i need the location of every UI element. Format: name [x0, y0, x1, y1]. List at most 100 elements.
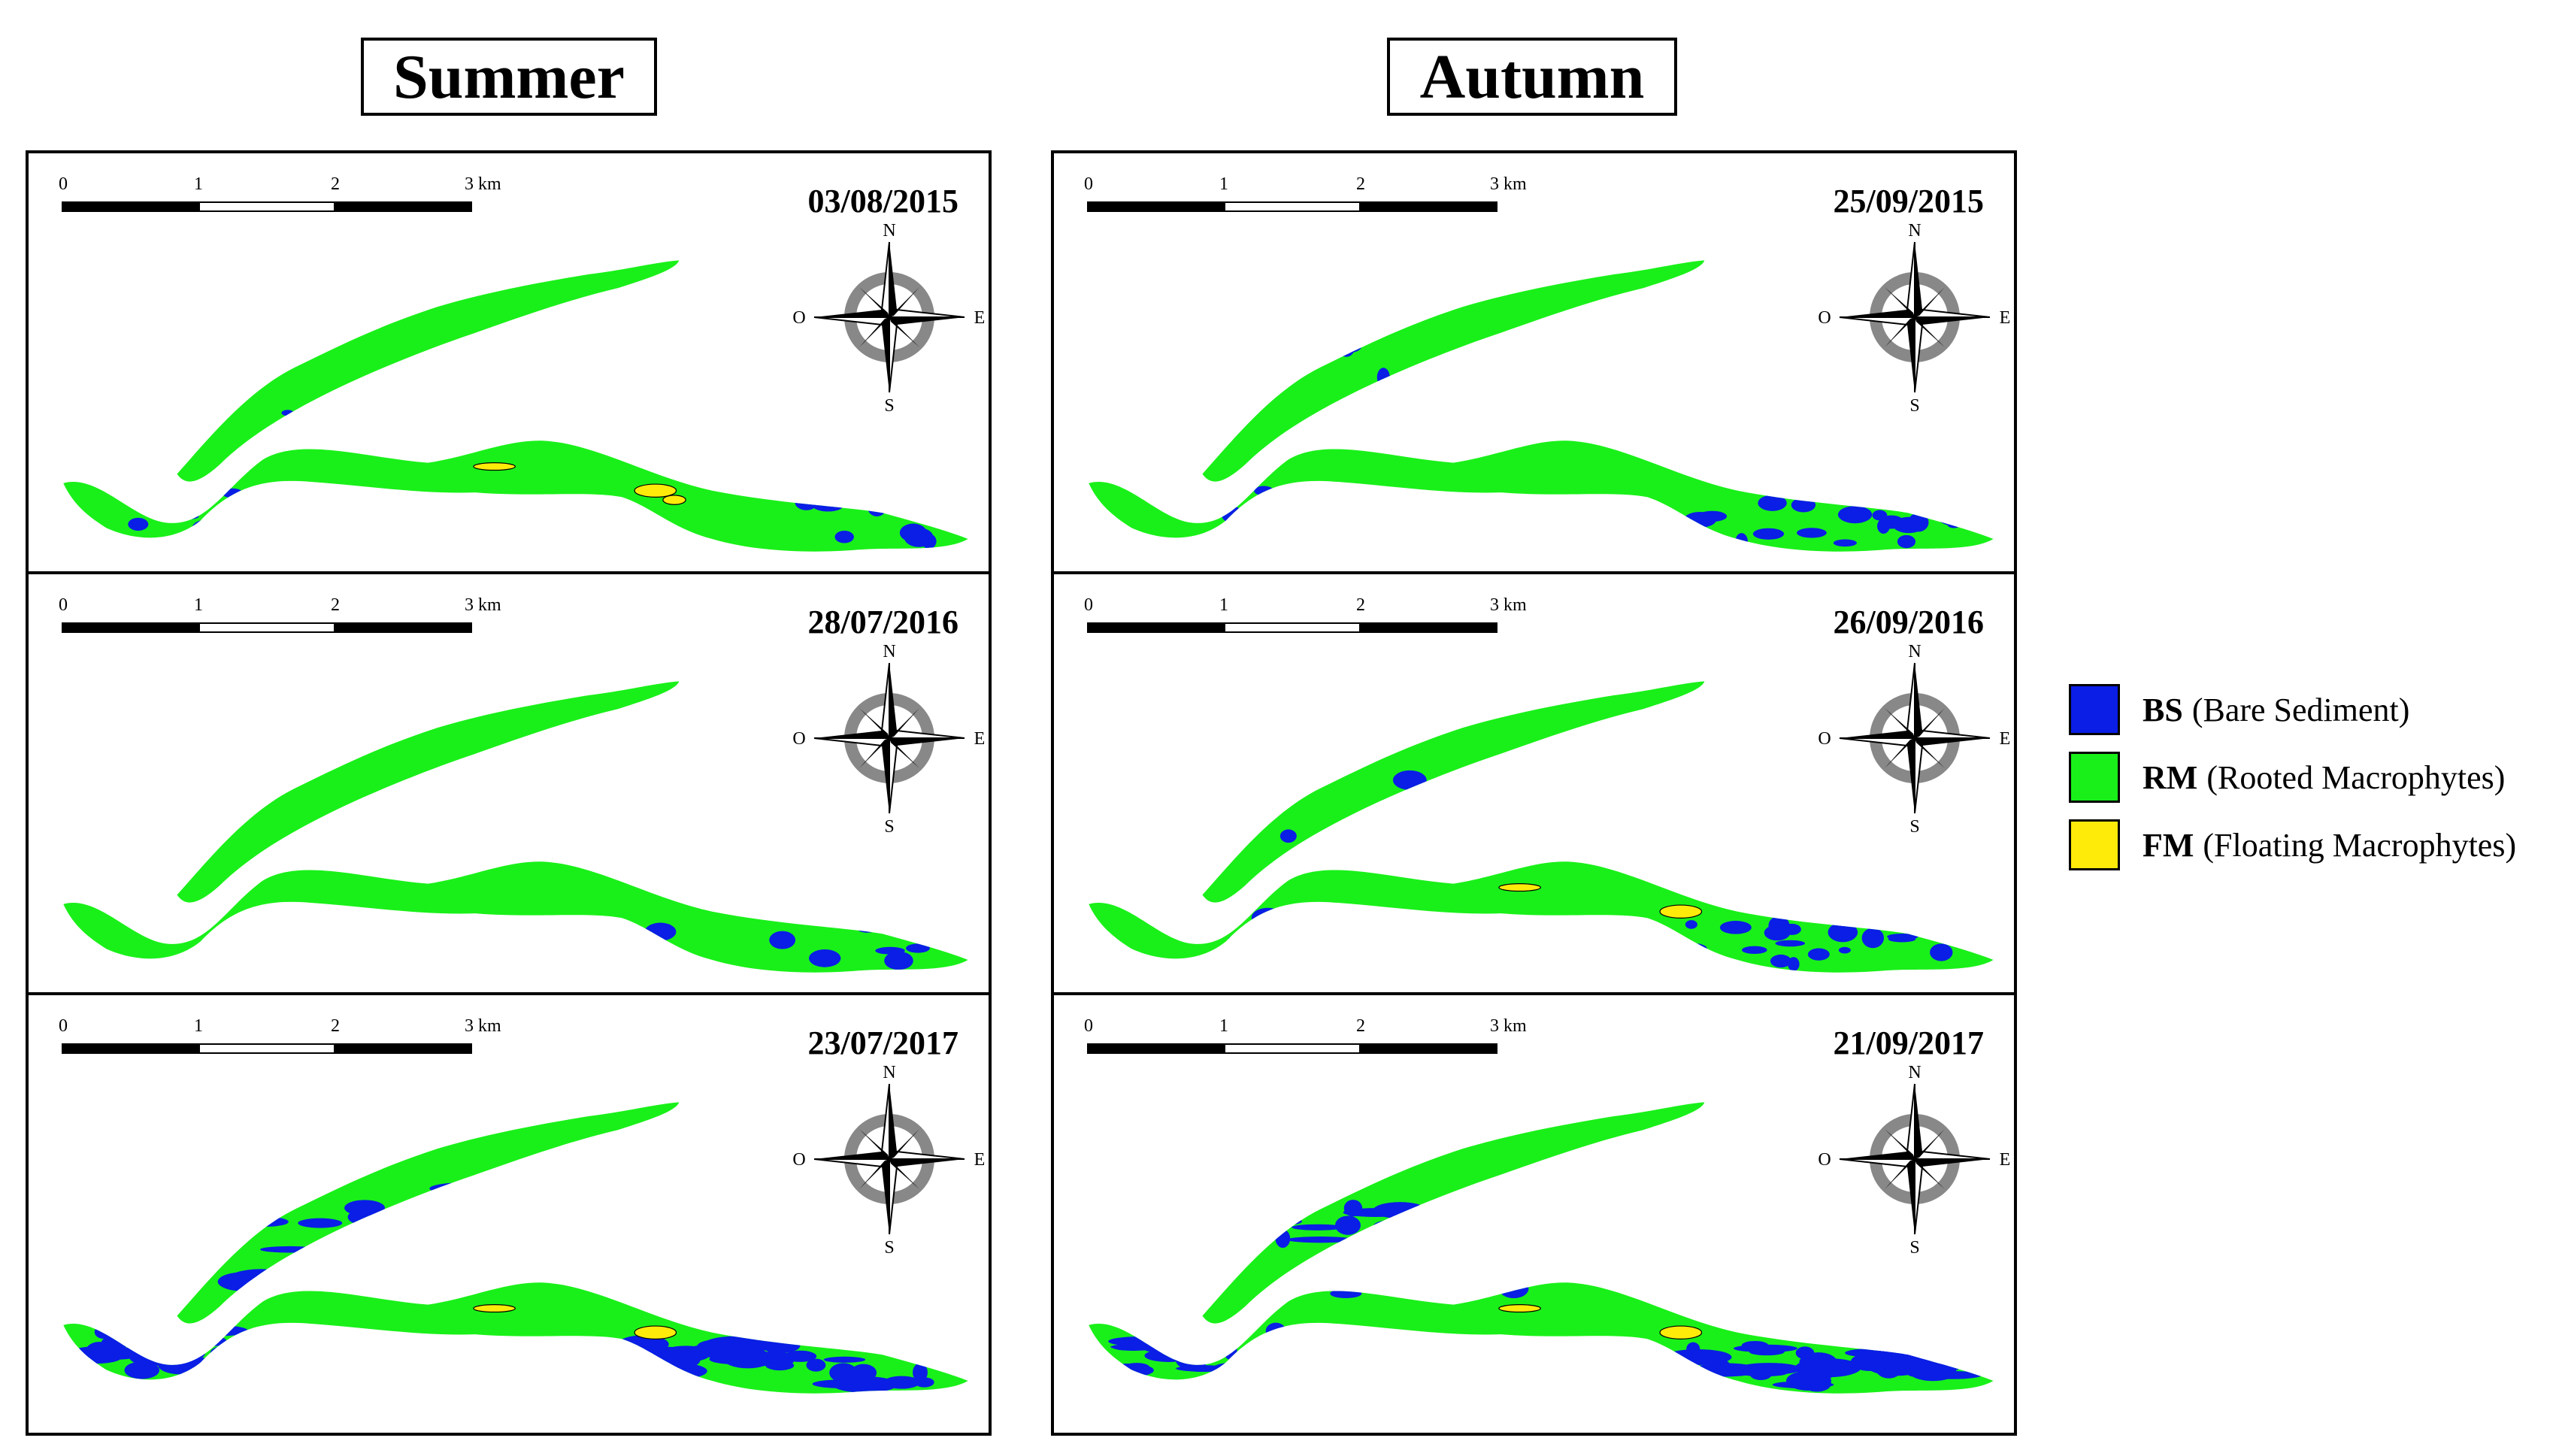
bare-sediment-patch [229, 1179, 255, 1200]
bare-sediment-patch [1376, 368, 1390, 387]
scale-bar-segment [1087, 201, 1224, 212]
compass-south: S [1909, 396, 1919, 415]
scale-tick: 1 [1219, 174, 1228, 194]
bare-sediment-patch [761, 1338, 801, 1354]
compass-rose-icon: N S E O [792, 1061, 987, 1258]
bare-sediment-patch [1938, 508, 1965, 525]
bare-sediment-patch [1211, 497, 1224, 506]
bare-sediment-patch [1615, 1352, 1670, 1367]
bare-sediment-patch [1389, 807, 1413, 825]
floating-macrophytes-patch [662, 495, 686, 505]
bare-sediment-patch [1251, 1217, 1302, 1226]
scale-tick: 3 km [465, 174, 501, 194]
scale-tick: 0 [1084, 595, 1093, 615]
bare-sediment-patch [1741, 1340, 1769, 1350]
bare-sediment-patch [1336, 821, 1352, 832]
bare-sediment-patch [228, 1269, 294, 1290]
bare-sediment-patch [453, 1220, 519, 1232]
compass-north: N [1908, 642, 1921, 661]
compass-north: N [883, 642, 895, 661]
bare-sediment-patch [1299, 432, 1322, 443]
legend-code-fm: FM [2142, 826, 2194, 864]
bare-sediment-patch [1264, 1191, 1301, 1209]
bare-sediment-patch [1930, 943, 1953, 961]
panel-date: 28/07/2016 [807, 604, 958, 640]
bare-sediment-patch [1443, 1259, 1506, 1268]
bare-sediment-patch [1146, 1338, 1183, 1350]
scale-tick: 2 [331, 1016, 340, 1036]
bare-sediment-patch [1110, 1343, 1175, 1351]
bare-sediment-patch [1600, 1374, 1646, 1391]
bare-sediment-patch [1186, 904, 1201, 916]
bare-sediment-patch [1402, 425, 1424, 439]
bare-sediment-patch [1335, 834, 1369, 850]
compass-south: S [884, 817, 894, 836]
bare-sediment-patch [311, 1258, 333, 1273]
bare-sediment-patch [558, 1341, 622, 1354]
bare-sediment-patch [1266, 518, 1292, 539]
bare-sediment-patch [1144, 1349, 1193, 1362]
scale-bar-segment [1361, 1043, 1497, 1054]
bare-sediment-patch [1216, 1230, 1275, 1243]
bare-sediment-patch [205, 1195, 246, 1215]
bare-sediment-patch [1692, 1363, 1760, 1377]
bare-sediment-patch [914, 1377, 934, 1388]
rooted-macrophytes-area [1089, 1102, 1994, 1394]
rooted-macrophytes-area [63, 681, 968, 973]
bare-sediment-patch [136, 909, 154, 919]
bare-sediment-patch [1213, 486, 1246, 501]
compass-west: O [1818, 1150, 1831, 1170]
map-panel-autumn-1: 26/09/2016 0 1 2 3 km N S E O [1054, 574, 2014, 995]
legend-swatch-rm [2069, 752, 2120, 803]
bare-sediment-patch [1908, 513, 1929, 532]
compass-west: O [792, 1150, 805, 1170]
bare-sediment-patch [475, 436, 491, 443]
bare-sediment-patch [1447, 438, 1466, 459]
bare-sediment-patch [769, 931, 796, 949]
bare-sediment-patch [823, 1356, 866, 1363]
bare-sediment-patch [604, 1353, 618, 1373]
bare-sediment-patch [1484, 338, 1514, 352]
bare-sediment-patch [176, 931, 197, 940]
scale-tick: 0 [59, 174, 68, 194]
bare-sediment-patch [259, 1246, 319, 1253]
floating-macrophytes-patch [634, 1325, 677, 1339]
bare-sediment-patch [1661, 534, 1692, 545]
bare-sediment-patch [192, 519, 220, 538]
lake-map [1084, 1093, 2031, 1409]
map-panel-summer-2: 23/07/2017 0 1 2 3 km N S E O [29, 995, 989, 1433]
compass-rose-icon: N S E O [792, 219, 987, 416]
legend-item-bs: BS (Bare Sediment) [2069, 677, 2565, 743]
bare-sediment-patch [1807, 948, 1830, 961]
bare-sediment-patch [1833, 539, 1857, 547]
bare-sediment-patch [216, 1352, 240, 1372]
rooted-macrophytes-area [1089, 681, 1994, 973]
legend-code-rm: RM [2142, 758, 2198, 796]
bare-sediment-patch [222, 488, 244, 498]
bare-sediment-patch [429, 1201, 447, 1216]
bare-sediment-patch [1764, 925, 1791, 941]
bare-sediment-patch [1895, 1348, 1936, 1358]
bare-sediment-patch [344, 1200, 385, 1216]
scale-bar-segment [335, 201, 472, 212]
bare-sediment-patch [1435, 1258, 1461, 1274]
floating-macrophytes-patch [1498, 1304, 1541, 1313]
bare-sediment-patch [912, 1350, 946, 1365]
bare-sediment-patch [1872, 510, 1888, 521]
bare-sediment-patch [1159, 900, 1185, 918]
panel-date: 26/09/2016 [1833, 604, 1984, 640]
bare-sediment-patch [1180, 493, 1201, 503]
map-panel-summer-1: 28/07/2016 0 1 2 3 km N S E O [29, 574, 989, 995]
summer-title: Summer [361, 38, 657, 116]
bare-sediment-patch [1752, 528, 1785, 540]
bare-sediment-patch [812, 499, 844, 512]
bare-sediment-patch [210, 1344, 259, 1361]
bare-sediment-patch [1335, 1215, 1361, 1235]
bare-sediment-patch [1934, 507, 1956, 523]
bare-sediment-patch [447, 1246, 471, 1261]
bare-sediment-patch [1330, 834, 1348, 846]
bare-sediment-patch [1612, 1364, 1655, 1377]
bare-sediment-patch [1337, 338, 1355, 357]
bare-sediment-patch [1735, 533, 1749, 551]
bare-sediment-patch [298, 1218, 343, 1228]
